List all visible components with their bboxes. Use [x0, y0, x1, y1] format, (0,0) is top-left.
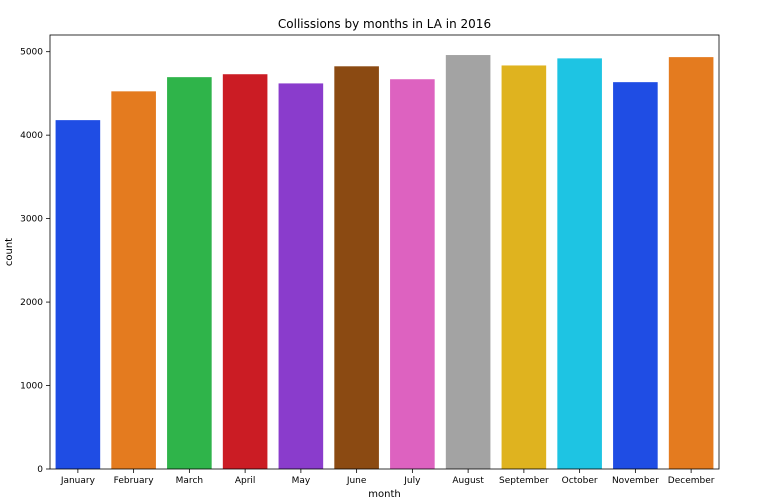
chart-title: Collissions by months in LA in 2016	[278, 17, 491, 31]
x-axis-label: month	[368, 489, 400, 500]
bar-april	[222, 74, 268, 469]
x-tick-label-march: March	[176, 476, 203, 486]
x-tick-label-january: January	[60, 476, 96, 486]
y-tick-label-1000: 1000	[20, 382, 43, 392]
x-tick-label-september: September	[499, 476, 549, 486]
x-tick-label-august: August	[452, 476, 484, 486]
bar-august	[445, 55, 491, 469]
x-tick-label-june: June	[346, 476, 367, 486]
bar-march	[167, 77, 212, 470]
y-axis-label: count	[4, 238, 15, 266]
x-tick-label-october: October	[562, 476, 598, 486]
bar-june	[334, 66, 379, 470]
x-tick-label-april: April	[235, 476, 256, 486]
y-tick-label-3000: 3000	[20, 215, 43, 225]
x-tick-label-december: December	[668, 476, 715, 486]
y-tick-label-0: 0	[37, 465, 43, 475]
bar-october	[557, 58, 602, 470]
bar-may	[278, 83, 324, 469]
x-tick-label-november: November	[612, 476, 659, 486]
y-tick-label-5000: 5000	[20, 48, 43, 58]
bar-september	[501, 65, 547, 470]
x-tick-label-july: July	[403, 476, 421, 486]
bar-february	[111, 91, 156, 469]
plot-frame	[49, 34, 720, 470]
y-axis: 0 1000 2000 3000 4000 5000	[20, 48, 50, 475]
bars-group	[55, 55, 714, 470]
y-tick-label-2000: 2000	[20, 298, 43, 308]
x-tick-label-may: May	[292, 476, 311, 486]
x-tick-label-february: February	[114, 476, 155, 486]
x-axis: January February March April May June July Augu…	[60, 469, 715, 486]
bar-december	[668, 57, 714, 470]
y-tick-label-4000: 4000	[20, 131, 43, 141]
bar-january	[55, 120, 101, 469]
bar-november	[613, 82, 658, 469]
bar-july	[390, 79, 435, 469]
